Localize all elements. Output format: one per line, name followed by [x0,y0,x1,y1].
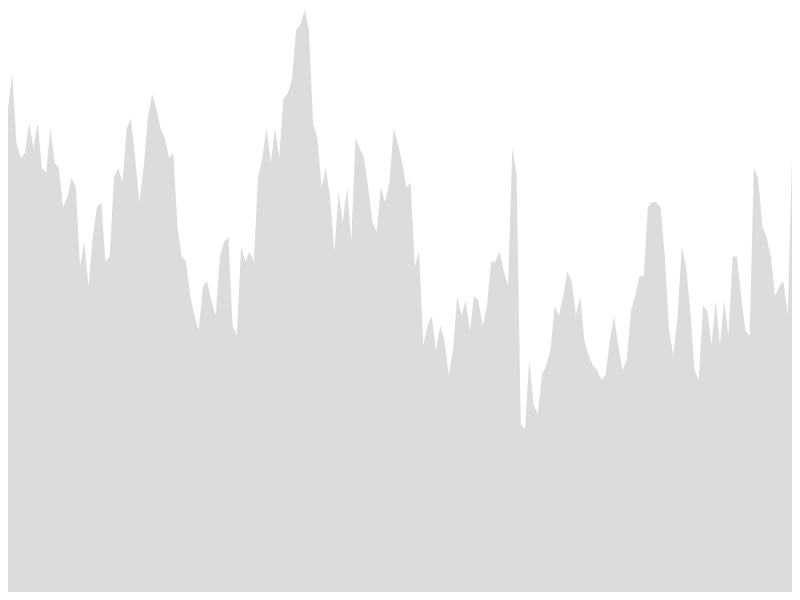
plot-area [8,9,792,593]
series-area [8,9,792,593]
